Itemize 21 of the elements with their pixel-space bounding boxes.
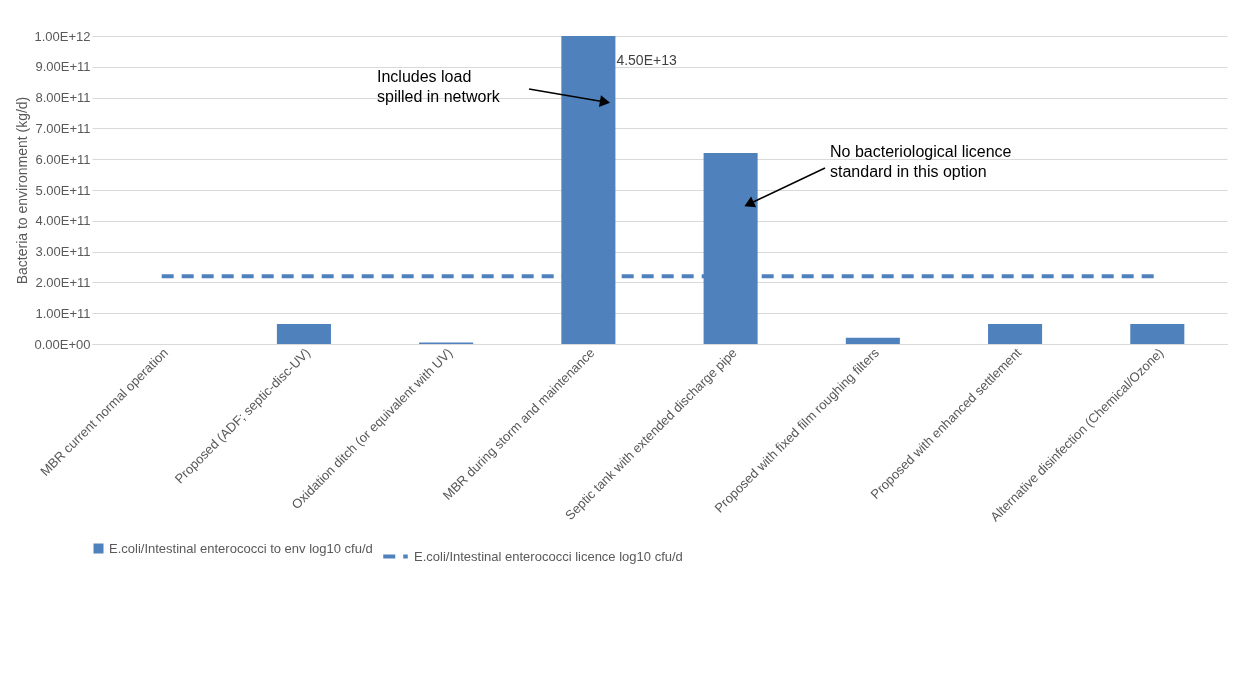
y-tick-label: 7.00E+11 [35, 120, 91, 136]
y-tick-label: 8.00E+11 [35, 90, 91, 106]
y-tick-label: 4.00E+11 [35, 213, 91, 229]
legend-label: E.coli/Intestinal enterococci to env log10 cfu/d [109, 540, 373, 556]
y-axis-title: Bacteria to environment (kg/d) [14, 96, 31, 285]
bar [988, 323, 1043, 344]
annotation: Includes load spilled in network [377, 68, 501, 105]
y-tick-label: 2.00E+11 [35, 274, 91, 290]
y-tick-label: 5.00E+11 [35, 182, 91, 198]
y-tick-label: 6.00E+11 [35, 151, 91, 167]
bar [845, 337, 900, 344]
annotation: No bacteriological licence standard in this option [830, 143, 1012, 180]
y-tick-label: 9.00E+11 [35, 59, 91, 75]
legend-label: E.coli/Intestinal enterococci licence log10 cfu/d [414, 548, 683, 564]
y-tick-label: 1.00E+11 [35, 305, 91, 321]
bar [276, 323, 331, 344]
y-tick-label: 3.00E+11 [35, 244, 91, 260]
bar [1130, 323, 1185, 344]
y-tick-label: 1.00E+12 [34, 28, 91, 44]
annotation: 4.50E+13 [616, 52, 677, 68]
y-tick-label: 0.00E+00 [34, 336, 91, 352]
